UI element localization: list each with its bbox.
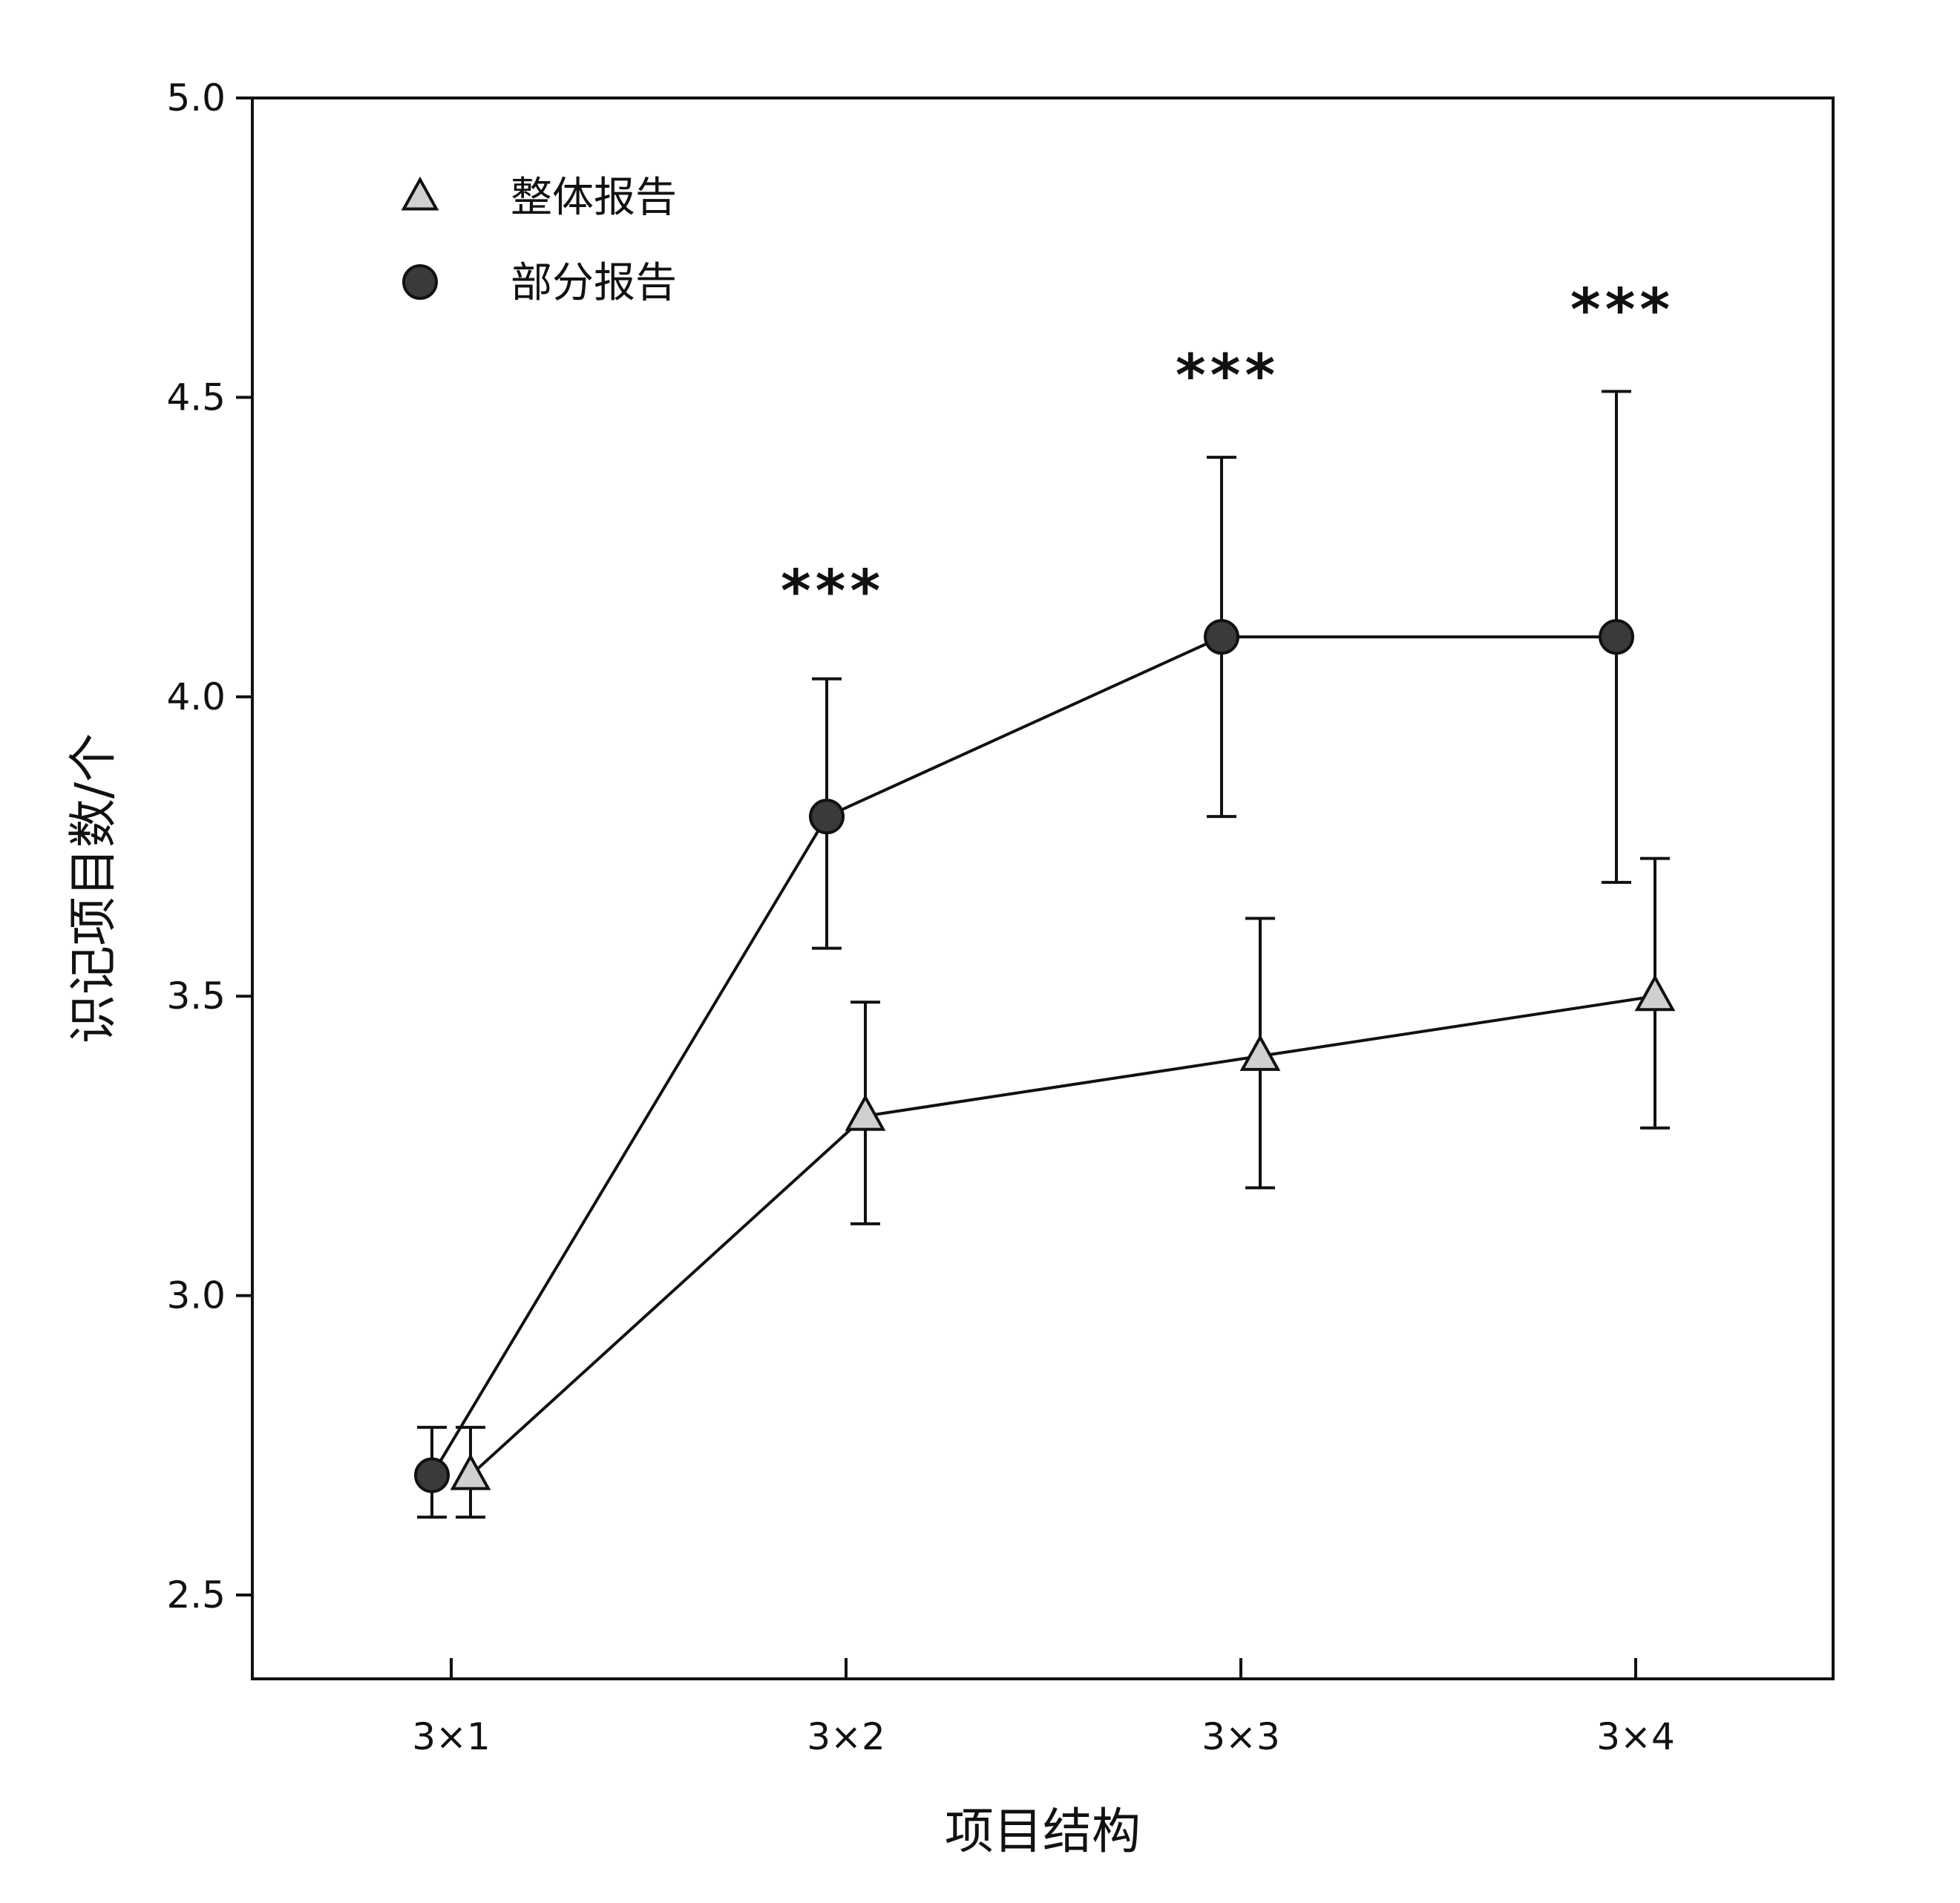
legend-marker-circle: [402, 264, 438, 300]
data-point-triangle: [450, 1453, 491, 1490]
data-point-triangle: [1634, 974, 1676, 1012]
y-tick-label: 4.0: [166, 675, 226, 718]
y-tick-label: 3.0: [166, 1274, 226, 1317]
y-axis-title: 识记项目数/个: [65, 733, 122, 1044]
significance-marker: ***: [1176, 343, 1279, 410]
data-point-circle: [414, 1457, 450, 1493]
x-tick-label: 3×3: [1202, 1715, 1280, 1758]
data-point-circle: [1599, 619, 1634, 655]
y-tick-label: 2.5: [166, 1573, 226, 1617]
series-partial-report: [414, 390, 1634, 1519]
legend-marker-triangle: [401, 176, 439, 211]
y-tick-label: 3.5: [166, 975, 226, 1018]
data-point-circle: [809, 799, 845, 835]
data-point-circle: [1204, 619, 1239, 655]
legend-label: 部分报告: [511, 259, 677, 307]
x-axis-title: 项目结构: [945, 1803, 1141, 1860]
legend-label: 整体报告: [511, 174, 677, 222]
series-line: [430, 635, 1616, 1476]
y-tick-label: 5.0: [166, 76, 226, 119]
series-whole-report: [450, 856, 1676, 1519]
plot-frame: [251, 96, 1835, 1680]
data-point-triangle: [845, 1094, 886, 1131]
x-tick-label: 3×2: [807, 1715, 885, 1758]
x-tick-label: 3×1: [412, 1715, 491, 1758]
data-point-triangle: [1239, 1034, 1281, 1071]
series-line: [469, 995, 1656, 1477]
x-tick-label: 3×4: [1596, 1715, 1675, 1758]
significance-marker: ***: [1570, 277, 1674, 344]
significance-marker: ***: [781, 559, 885, 626]
y-tick-label: 4.5: [166, 376, 226, 419]
